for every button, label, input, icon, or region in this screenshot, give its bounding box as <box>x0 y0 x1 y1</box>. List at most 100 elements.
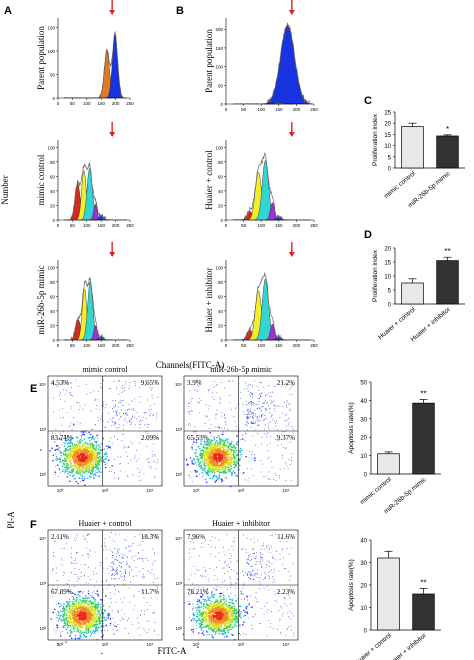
event-dot <box>91 605 94 608</box>
event-dot <box>258 447 260 449</box>
event-dot <box>143 597 145 599</box>
event-dot <box>257 386 258 388</box>
event-dot <box>112 555 113 556</box>
event-dot <box>224 445 226 448</box>
event-dot <box>214 481 217 483</box>
event-dot <box>218 632 221 635</box>
event-dot <box>192 607 194 609</box>
event-dot <box>88 470 90 473</box>
event-dot <box>55 617 57 619</box>
event-dot <box>61 604 63 607</box>
event-dot <box>114 400 116 402</box>
event-dot <box>107 448 109 450</box>
event-dot <box>118 401 120 403</box>
event-dot <box>70 469 73 472</box>
event-dot <box>88 459 90 461</box>
event-dot <box>54 471 57 474</box>
event-dot <box>200 629 203 631</box>
event-dot <box>251 566 253 568</box>
event-dot <box>153 403 155 405</box>
x-tick-label: 0 <box>225 223 228 228</box>
event-dot <box>200 440 202 442</box>
event-dot <box>255 592 257 593</box>
bar <box>401 282 424 305</box>
event-dot <box>146 602 148 604</box>
event-dot <box>257 416 259 418</box>
event-dot <box>205 459 208 462</box>
event-dot <box>108 445 110 447</box>
event-dot <box>234 472 236 474</box>
event-dot <box>233 454 235 456</box>
event-dot <box>113 569 115 571</box>
event-dot <box>253 454 255 455</box>
event-dot <box>66 609 68 611</box>
event-dot <box>199 402 201 404</box>
event-dot <box>146 423 148 425</box>
event-dot <box>118 419 120 421</box>
event-dot <box>264 400 266 402</box>
event-dot <box>271 611 273 612</box>
event-dot <box>91 618 93 621</box>
event-dot <box>192 431 194 433</box>
event-dot <box>97 610 99 612</box>
event-dot <box>209 405 210 407</box>
event-dot <box>249 401 251 403</box>
subplot-label: miR-26b-5p mimic <box>36 265 46 334</box>
event-dot <box>126 556 128 558</box>
event-dot <box>66 462 69 465</box>
event-dot <box>99 446 101 448</box>
event-dot <box>212 452 214 455</box>
event-dot <box>111 465 113 467</box>
event-dot <box>225 462 228 464</box>
event-dot <box>199 555 200 557</box>
event-dot <box>212 464 214 466</box>
event-dot <box>208 419 210 421</box>
event-dot <box>147 462 149 464</box>
event-dot <box>114 573 116 575</box>
event-dot <box>220 465 223 468</box>
event-dot <box>228 444 231 447</box>
event-dot <box>125 572 127 574</box>
event-dot <box>104 452 107 455</box>
x-tick-label: 200 <box>112 343 120 348</box>
event-dot <box>110 601 112 603</box>
event-dot <box>190 400 192 402</box>
event-dot <box>219 599 222 601</box>
event-dot <box>225 445 228 447</box>
event-dot <box>123 596 125 598</box>
event-dot <box>71 557 73 558</box>
event-dot <box>109 622 112 625</box>
event-dot <box>216 436 218 439</box>
event-dot <box>235 474 237 476</box>
event-dot <box>207 390 209 391</box>
event-dot <box>203 459 206 462</box>
event-dot <box>222 468 225 471</box>
event-dot <box>81 458 84 460</box>
event-dot <box>255 614 257 616</box>
event-dot <box>116 573 117 574</box>
event-dot <box>66 411 68 413</box>
event-dot <box>112 552 114 554</box>
event-dot <box>213 386 215 388</box>
event-dot <box>83 447 86 449</box>
event-dot <box>67 439 69 441</box>
x-tick-label: 150 <box>97 223 105 228</box>
event-dot <box>63 379 64 381</box>
event-dot <box>75 466 78 469</box>
event-dot <box>70 439 72 442</box>
event-dot <box>217 460 219 463</box>
event-dot <box>192 583 193 585</box>
event-dot <box>80 449 83 452</box>
event-dot <box>98 620 101 622</box>
event-dot <box>129 567 131 569</box>
event-dot <box>211 536 213 538</box>
event-dot <box>260 607 262 609</box>
event-dot <box>213 439 216 441</box>
event-dot <box>232 627 234 629</box>
event-dot <box>270 391 272 393</box>
event-dot <box>202 467 203 469</box>
event-dot <box>62 605 65 608</box>
event-dot <box>120 402 122 404</box>
event-dot <box>113 380 115 382</box>
event-dot <box>136 449 138 451</box>
